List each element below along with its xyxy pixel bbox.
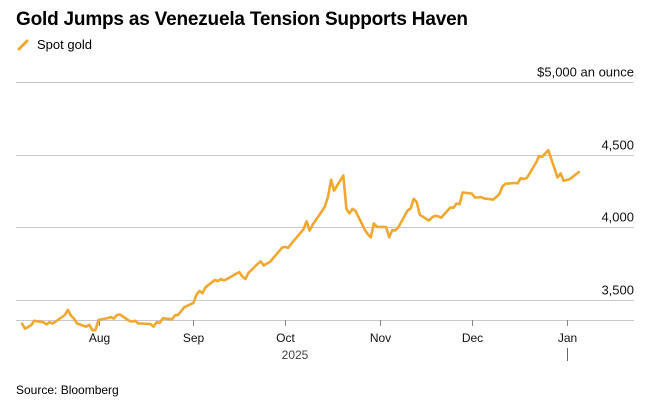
y-tick-label-5000: $5,000 an ounce	[537, 65, 634, 80]
x-tick-label-aug: Aug	[89, 331, 110, 345]
x-tick-label-jan: Jan	[558, 331, 577, 345]
year-label: 2025	[282, 348, 309, 362]
y-tick-label-3500: 3,500	[601, 283, 634, 298]
y-tick-label-4000: 4,000	[601, 210, 634, 225]
y-tick-label-4500: 4,500	[601, 138, 634, 153]
x-tick-label-dec: Dec	[462, 331, 483, 345]
legend-swatch-icon	[17, 39, 29, 50]
source-note: Source: Bloomberg	[16, 383, 119, 397]
x-tick-label-oct: Oct	[276, 331, 295, 345]
legend: Spot gold	[17, 37, 92, 52]
legend-label: Spot gold	[37, 37, 92, 52]
x-tick-label-sep: Sep	[183, 331, 205, 345]
series-line-0	[20, 148, 581, 332]
chart-title: Gold Jumps as Venezuela Tension Supports…	[16, 9, 468, 30]
x-tick-label-nov: Nov	[370, 331, 391, 345]
